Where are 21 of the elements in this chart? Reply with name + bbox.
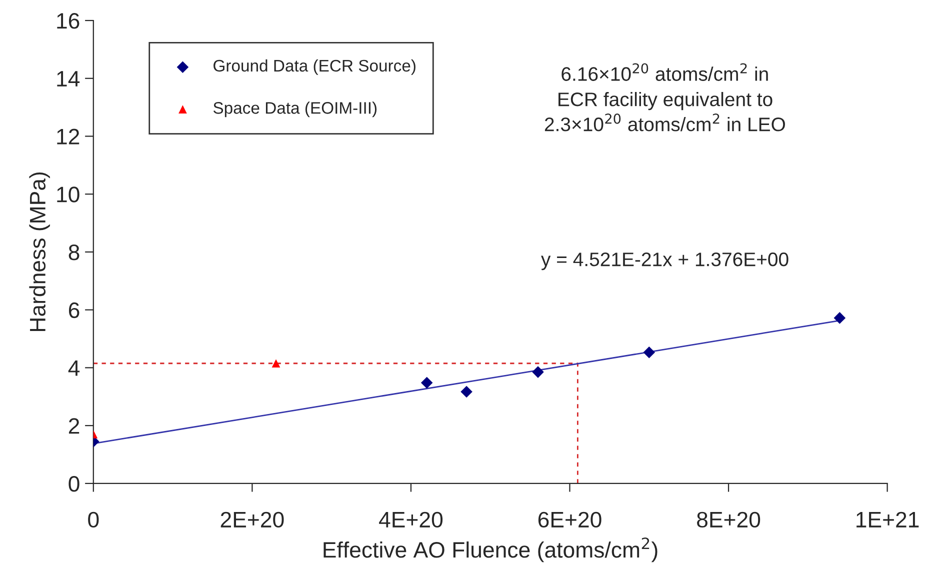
y-tick-label: 0	[68, 476, 80, 492]
y-tick-label: 16	[57, 13, 80, 29]
x-tick-label: 6E+20	[538, 512, 602, 528]
x-tick-label: 0	[88, 512, 99, 528]
y-tick-label: 4	[68, 360, 80, 376]
legend-label: Space Data (EOIM-III)	[213, 102, 377, 118]
y-tick-label: 12	[57, 128, 80, 144]
x-tick-label: 4E+20	[379, 512, 443, 528]
y-axis-title: Hardness (MPa)	[29, 172, 50, 332]
x-tick-label: 1E+21	[856, 512, 919, 528]
x-axis-title: Effective AO Fluence (atoms/cm$^{2}$)	[324, 538, 658, 562]
y-tick-label: 6	[68, 302, 80, 318]
y-tick-label: 14	[57, 71, 80, 86]
y-tick-label: 8	[68, 244, 80, 260]
y-tick-label: 10	[57, 186, 80, 202]
annotation: y = 4.521E-21x + 1.376E+00	[541, 252, 788, 270]
x-tick-label: 2E+20	[220, 512, 284, 528]
y-tick-label: 2	[68, 418, 80, 434]
legend-label: Ground Data (ECR Source)	[214, 59, 416, 75]
text: 6.16×10$^{20}$ atoms/cm$^{2}$ in ECR facility equivalent to 2.3×10$^{20}$ atoms/cm$^{2}$ in LEO	[544, 63, 785, 132]
x-tick-label: 8E+20	[697, 512, 760, 528]
